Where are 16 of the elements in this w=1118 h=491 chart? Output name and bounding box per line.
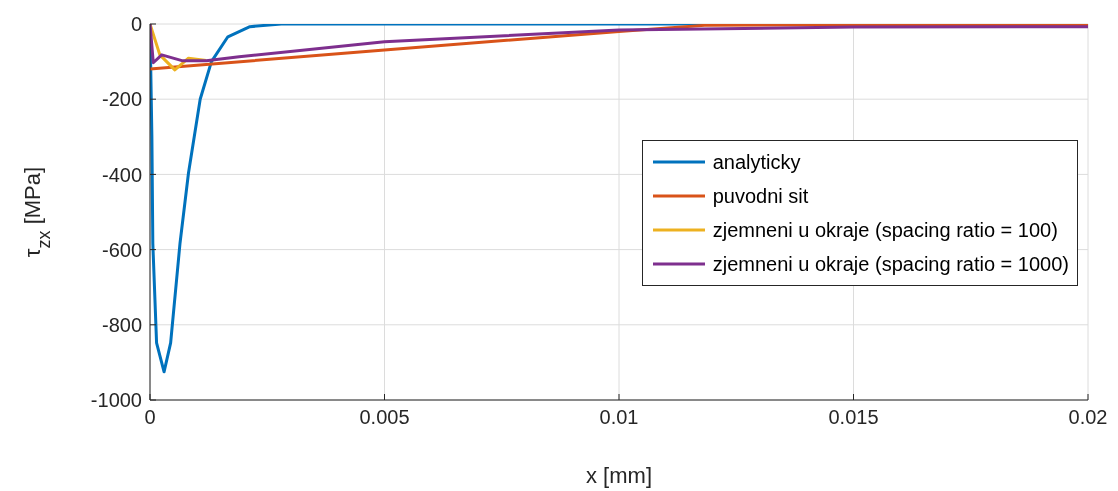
y-tick-label: 0 [130,13,142,36]
legend-label: zjemneni u okraje (spacing ratio = 100) [712,218,1058,242]
x-axis-title: x [mm] [586,463,652,488]
x-tick-label: 0.01 [599,406,639,429]
y-tick-label: -600 [101,238,142,261]
legend-label: zjemneni u okraje (spacing ratio = 1000) [712,252,1069,276]
y-tick-label: -1000 [90,389,142,412]
x-tick-label: 0 [144,406,156,429]
y-tick-label: -400 [101,163,142,186]
y-tick-label: -200 [101,88,142,111]
legend-label: puvodni sit [712,184,809,208]
x-tick-label: 0.005 [359,406,410,429]
x-tick-label: 0.015 [828,406,879,429]
y-tick-label: -800 [101,313,142,336]
legend-label: analyticky [712,150,801,174]
x-tick-label: 0.02 [1068,406,1108,429]
